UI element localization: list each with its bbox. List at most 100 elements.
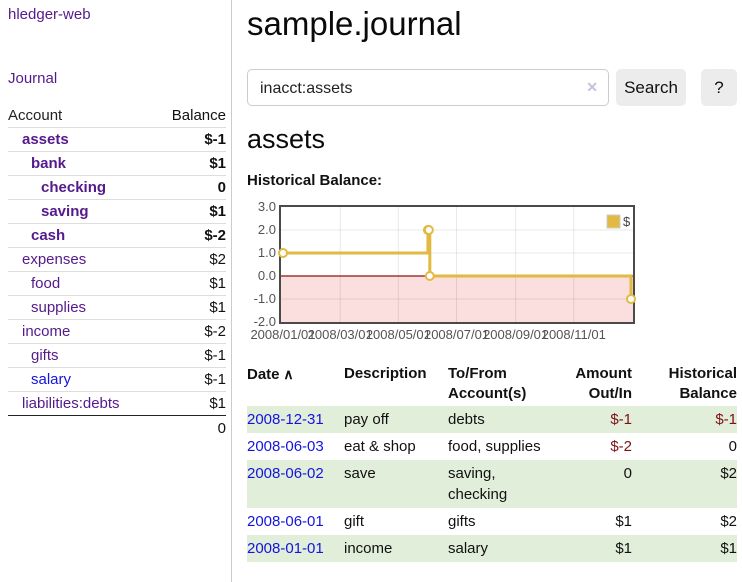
- transaction-description: gift: [344, 513, 365, 530]
- sidebar-account-link-liabilities-debts[interactable]: liabilities:debts: [22, 395, 120, 412]
- x-axis-tick: 2008/11/01: [541, 327, 606, 342]
- account-row: saving $1: [8, 200, 226, 224]
- balance-column-header: Balance: [171, 106, 226, 124]
- legend-swatch: [606, 214, 621, 229]
- col-header-description[interactable]: Description: [344, 365, 427, 382]
- account-row: assets $-1: [8, 128, 226, 152]
- account-row: food $1: [8, 272, 226, 296]
- sidebar-account-link-income[interactable]: income: [22, 323, 71, 340]
- sidebar-account-link-expenses[interactable]: expenses: [22, 251, 87, 268]
- sidebar-account-link-assets[interactable]: assets: [22, 131, 69, 148]
- transaction-date-link[interactable]: 2008-01-01: [247, 540, 324, 557]
- search-input[interactable]: [258, 71, 582, 106]
- transaction-amount: 0: [560, 460, 632, 508]
- col-header-amount-out-in[interactable]: Amount Out/In: [575, 365, 632, 402]
- transaction-date-link[interactable]: 2008-06-01: [247, 513, 324, 530]
- transaction-accounts: salary: [448, 535, 560, 562]
- x-axis-tick: 2008/09/01: [483, 327, 549, 342]
- x-axis-tick: 2008/07/01: [423, 327, 490, 342]
- nav-journal-link[interactable]: Journal: [8, 70, 58, 87]
- transaction-date-link[interactable]: 2008-12-31: [247, 411, 324, 428]
- col-header-date[interactable]: Date ∧: [247, 366, 294, 383]
- transaction-accounts: food, supplies: [448, 438, 541, 455]
- sidebar-account-link-cash[interactable]: cash: [31, 227, 66, 244]
- account-balance: $1: [209, 275, 226, 292]
- account-balance: $1: [209, 155, 226, 172]
- transaction-accounts: gifts: [448, 513, 476, 530]
- historical-balance-chart[interactable]: $: [278, 205, 636, 324]
- transaction-amount: $1: [615, 513, 632, 530]
- sidebar-account-link-salary[interactable]: salary: [31, 371, 72, 388]
- y-axis-tick: -2.0: [253, 314, 276, 329]
- account-balance: $2: [209, 251, 226, 268]
- y-axis-tick: 0.0: [257, 268, 276, 283]
- account-balance: $1: [209, 395, 226, 412]
- account-heading: assets: [247, 124, 326, 154]
- x-axis-tick: 2008/01/01: [250, 327, 316, 342]
- transaction-accounts: saving, checking: [448, 460, 560, 508]
- register-row: 2008-06-01 gift gifts $1 $2: [247, 508, 737, 535]
- register-row: 2008-06-03 eat & shop food, supplies $-2 0: [247, 433, 737, 460]
- transaction-description: income: [344, 535, 448, 562]
- y-axis-tick: 3.0: [257, 199, 276, 214]
- legend-label: $: [623, 214, 631, 229]
- transaction-date-link[interactable]: 2008-06-02: [247, 465, 324, 482]
- transaction-amount: $-1: [560, 406, 632, 433]
- account-row: salary $-1: [8, 368, 226, 392]
- transaction-description: save: [344, 460, 448, 508]
- transaction-balance: 0: [728, 438, 737, 455]
- account-row: supplies $1: [8, 296, 226, 320]
- sidebar-account-link-food[interactable]: food: [31, 275, 61, 292]
- account-balance: $-1: [204, 131, 226, 148]
- account-balance: 0: [217, 179, 226, 196]
- account-balance: $-2: [204, 323, 226, 340]
- y-axis-tick: -1.0: [253, 291, 276, 306]
- transaction-description: pay off: [344, 406, 448, 433]
- transaction-date-link[interactable]: 2008-06-03: [247, 438, 324, 455]
- account-balance: $1: [209, 299, 226, 316]
- account-table-header: Account Balance: [8, 103, 226, 128]
- sidebar-account-link-saving[interactable]: saving: [41, 203, 89, 220]
- search-box: ✕: [247, 69, 609, 106]
- account-row: gifts $-1: [8, 344, 226, 368]
- account-row: checking 0: [8, 176, 226, 200]
- balance-total: 0: [217, 419, 226, 437]
- help-button[interactable]: ?: [701, 69, 737, 106]
- transaction-accounts: debts: [448, 406, 560, 433]
- account-balance: $-2: [204, 227, 226, 244]
- sidebar-account-link-supplies[interactable]: supplies: [31, 299, 87, 316]
- account-row: liabilities:debts $1: [8, 392, 226, 416]
- data-point-marker: [424, 271, 435, 281]
- transaction-balance: $1: [632, 535, 737, 562]
- account-row: cash $-2: [8, 224, 226, 248]
- col-header-to-from-account-s-[interactable]: To/From Account(s): [448, 365, 527, 402]
- register-row: 2008-01-01 income salary $1 $1: [247, 535, 737, 562]
- brand-link[interactable]: hledger-web: [8, 6, 91, 23]
- search-button[interactable]: Search: [616, 69, 686, 106]
- data-point-marker: [278, 248, 288, 258]
- sidebar-account-link-gifts[interactable]: gifts: [31, 347, 59, 364]
- clear-search-icon[interactable]: ✕: [586, 79, 598, 95]
- register-row: 2008-12-31 pay off debts $-1 $-1: [247, 406, 737, 433]
- account-row: bank $1: [8, 152, 226, 176]
- transaction-amount: $-2: [610, 438, 632, 455]
- data-point-marker: [423, 225, 434, 235]
- transaction-balance: $-1: [632, 406, 737, 433]
- x-axis-tick: 2008/05/01: [365, 327, 431, 342]
- account-column-header: Account: [8, 106, 63, 124]
- transaction-amount: $1: [560, 535, 632, 562]
- sidebar-account-link-bank[interactable]: bank: [31, 155, 67, 172]
- account-row: income $-2: [8, 320, 226, 344]
- transaction-description: eat & shop: [344, 438, 416, 455]
- chart-plot-area[interactable]: $: [278, 207, 636, 322]
- col-header-historical-balance[interactable]: Historical Balance: [668, 365, 737, 402]
- register-table: Date ∧ Description To/From Account(s) Amoun…: [247, 362, 737, 562]
- account-balance: $-1: [204, 347, 226, 364]
- balance-total-row: 0: [8, 416, 226, 440]
- account-balance-table: Account Balance assets $-1 bank $1 checking 0…: [8, 103, 226, 440]
- sidebar-account-link-checking[interactable]: checking: [41, 179, 107, 196]
- sidebar-divider: [231, 0, 232, 582]
- register-row: 2008-06-02 save saving, checking 0 $2: [247, 460, 737, 508]
- transaction-balance: $2: [720, 513, 737, 530]
